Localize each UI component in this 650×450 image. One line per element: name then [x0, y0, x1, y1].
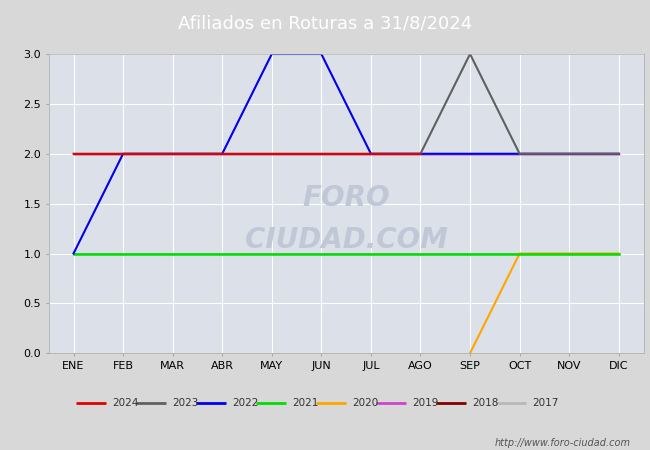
Text: CIUDAD.COM: CIUDAD.COM: [244, 225, 448, 253]
Text: 2021: 2021: [292, 398, 318, 408]
Text: 2022: 2022: [232, 398, 258, 408]
Text: 2018: 2018: [472, 398, 499, 408]
Text: 2017: 2017: [532, 398, 558, 408]
Text: Afiliados en Roturas a 31/8/2024: Afiliados en Roturas a 31/8/2024: [178, 14, 472, 33]
Text: http://www.foro-ciudad.com: http://www.foro-ciudad.com: [495, 438, 630, 448]
Text: 2019: 2019: [412, 398, 438, 408]
Text: 2020: 2020: [352, 398, 378, 408]
Text: 2024: 2024: [112, 398, 138, 408]
Text: FORO: FORO: [302, 184, 390, 212]
Text: 2023: 2023: [172, 398, 198, 408]
